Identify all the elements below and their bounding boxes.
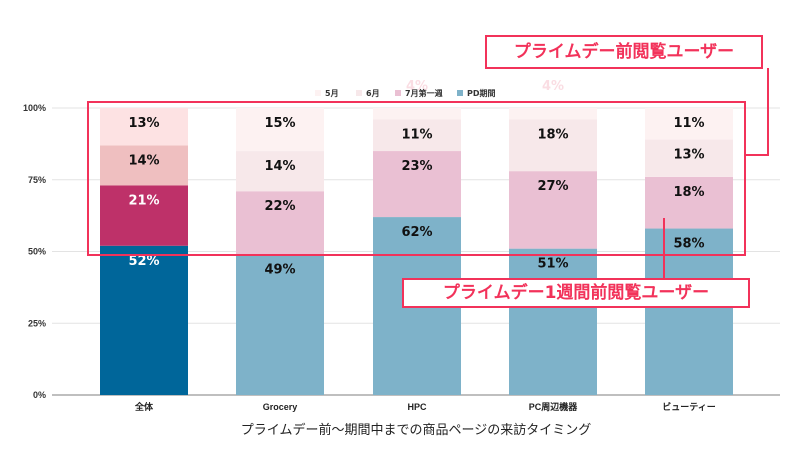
x-category-label: ビューティー [662, 401, 715, 412]
bar-segment [645, 139, 733, 177]
bar-segment [509, 248, 597, 395]
x-category-label: HPC [407, 402, 427, 412]
data-label: 11% [401, 127, 432, 142]
data-label: 27% [537, 179, 568, 194]
data-label: 21% [128, 193, 159, 208]
legend: 5月 6月 7月第一週 PD期間 [315, 88, 496, 98]
data-label: 62% [401, 225, 432, 240]
bar-segment [100, 245, 188, 395]
legend-swatch [356, 90, 362, 96]
y-tick-label: 25% [28, 318, 46, 328]
bar-segment [645, 228, 733, 395]
legend-label: PD期間 [467, 88, 496, 98]
bar-segment [236, 108, 324, 152]
data-label: 14% [264, 159, 295, 174]
bar-segment [645, 108, 733, 140]
data-label: 11% [673, 116, 704, 131]
data-label: 22% [264, 199, 295, 214]
data-label: 4% [542, 79, 564, 94]
bar-segment [236, 254, 324, 395]
data-label: 18% [537, 127, 568, 142]
legend-label: 5月 [325, 89, 339, 98]
bar-segment [100, 185, 188, 246]
legend-swatch [457, 90, 463, 96]
legend-label: 7月第一週 [405, 88, 443, 98]
x-axis-categories: 全体 Grocery HPC PC周辺機器 ビューティー [134, 401, 716, 412]
data-label: 49% [264, 262, 295, 277]
y-tick-label: 100% [23, 103, 46, 113]
legend-swatch [395, 90, 401, 96]
bar-segment [373, 119, 461, 152]
y-tick-label: 75% [28, 175, 46, 185]
y-axis-ticks: 0% 25% 50% 75% 100% [23, 103, 46, 400]
bar-segment [509, 119, 597, 172]
data-label: 4% [406, 79, 428, 94]
bar-segment [373, 151, 461, 218]
data-label: 13% [673, 148, 704, 163]
bar-segment [509, 108, 597, 120]
data-labels: 52% 21% 14% 13% 49% 22% 14% 15% 62% 23% 11% 4% 51% 27… [128, 79, 704, 277]
data-label: 15% [264, 116, 295, 131]
data-label: 51% [537, 257, 568, 272]
data-label: 23% [401, 159, 432, 174]
x-category-label: Grocery [263, 402, 298, 412]
bar-segment [100, 145, 188, 186]
data-label: 13% [128, 116, 159, 131]
data-label: 58% [673, 237, 704, 252]
annotation-frame-pre-primeday [87, 101, 746, 256]
y-tick-label: 0% [33, 390, 46, 400]
callout-pre-primeday-viewers: プライムデー前閲覧ユーザー [485, 35, 763, 69]
data-label: 52% [128, 254, 159, 269]
bar-segment [645, 176, 733, 229]
y-tick-label: 50% [28, 247, 46, 257]
legend-label: 6月 [366, 89, 380, 98]
bar-segment [100, 108, 188, 146]
bar-segment [236, 191, 324, 255]
x-category-label: PC周辺機器 [529, 401, 579, 412]
legend-swatch [315, 90, 321, 96]
data-label: 14% [128, 153, 159, 168]
callout-one-week-before-viewers: プライムデー1週間前閲覧ユーザー [402, 278, 750, 308]
x-axis-title: プライムデー前〜期間中までの商品ページの来訪タイミング [241, 422, 591, 438]
annotation-connector-top [745, 68, 769, 156]
bar-segment [509, 171, 597, 249]
bar-segment [236, 151, 324, 192]
bar-segment [373, 108, 461, 120]
x-category-label: 全体 [134, 401, 154, 412]
data-label: 18% [673, 185, 704, 200]
